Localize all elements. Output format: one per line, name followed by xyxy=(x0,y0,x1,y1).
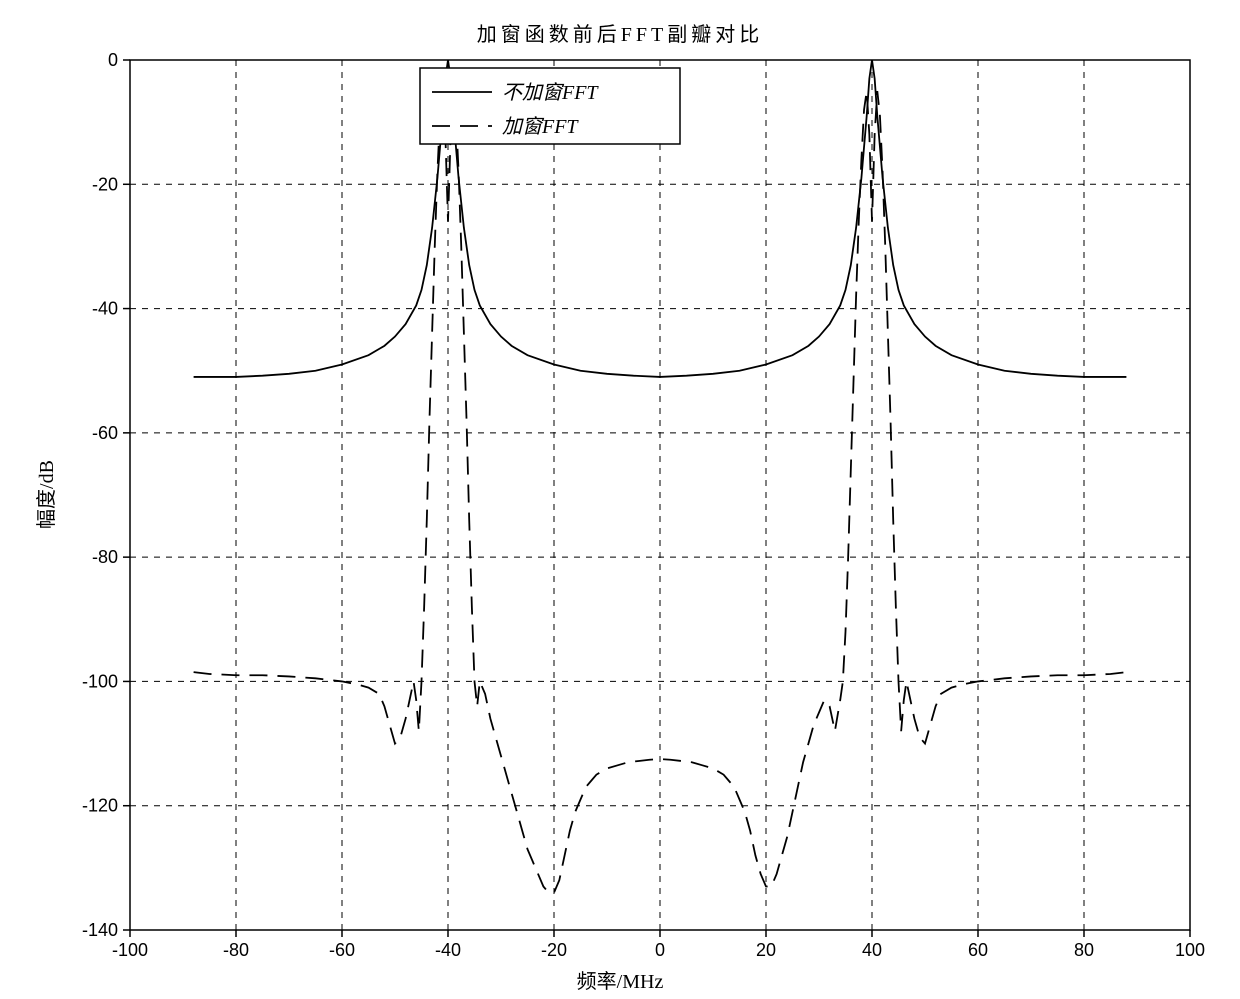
xtick-label: 20 xyxy=(756,940,776,960)
chart-svg: -100 -80 -60 -40 -20 0 20 40 60 80 100 -140 -120 -100… xyxy=(0,0,1240,999)
xtick-label: -40 xyxy=(435,940,461,960)
xtick-label: 100 xyxy=(1175,940,1205,960)
xtick-label: 40 xyxy=(862,940,882,960)
ytick-label: -100 xyxy=(82,671,118,691)
xtick-label: -80 xyxy=(223,940,249,960)
chart-container: -100 -80 -60 -40 -20 0 20 40 60 80 100 -140 -120 -100… xyxy=(0,0,1240,999)
xtick-label: 60 xyxy=(968,940,988,960)
ytick-label: -20 xyxy=(92,174,118,194)
xtick-label: -20 xyxy=(541,940,567,960)
ytick-label: 0 xyxy=(108,50,118,70)
ytick-label: -40 xyxy=(92,299,118,319)
ytick-label: -60 xyxy=(92,423,118,443)
y-axis-label: 幅度/dB xyxy=(30,460,59,529)
xtick-label: -100 xyxy=(112,940,148,960)
xtick-label: 80 xyxy=(1074,940,1094,960)
legend-label: 加窗FFT xyxy=(502,116,579,138)
legend-label: 不加窗FFT xyxy=(502,82,599,104)
ytick-label: -120 xyxy=(82,796,118,816)
xtick-label: -60 xyxy=(329,940,355,960)
xtick-label: 0 xyxy=(655,940,665,960)
x-axis-label: 频率/MHz xyxy=(0,965,1240,994)
ytick-label: -140 xyxy=(82,920,118,940)
ytick-label: -80 xyxy=(92,547,118,567)
chart-title: 加窗函数前后FFT副瓣对比 xyxy=(0,18,1240,47)
